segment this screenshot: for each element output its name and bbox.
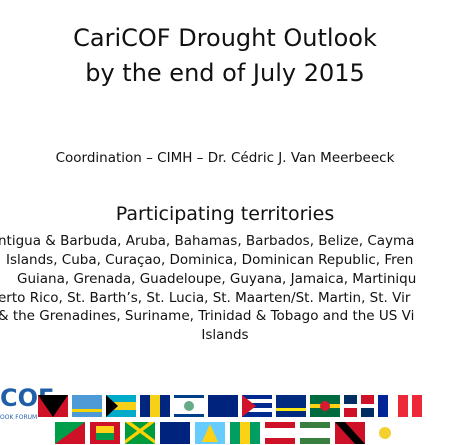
territory-line: & the Grenadines, Suriname, Trinidad & T… (0, 308, 415, 324)
territory-line: erto Rico, St. Barth’s, St. Lucia, St. M… (0, 290, 411, 306)
flags (38, 395, 442, 444)
territory-line: ntigua & Barbuda, Aruba, Bahamas, Barbad… (0, 233, 415, 249)
flag-row (38, 395, 442, 417)
coordination: Coordination – CIMH – Dr. Cédric J. Van … (55, 150, 395, 166)
heading: Participating territories (115, 203, 335, 225)
title-line: CariCOF Drought Outlook (73, 24, 377, 52)
logo-subtext: OOK FORUM (0, 414, 38, 421)
title-line: by the end of July 2015 (85, 59, 365, 87)
territory-line: Islands, Cuba, Curaçao, Dominica, Domini… (6, 252, 414, 268)
flag-row (55, 422, 400, 444)
territory-line: Guiana, Grenada, Guadeloupe, Guyana, Jam… (17, 271, 417, 287)
territory-line: Islands (201, 327, 249, 343)
